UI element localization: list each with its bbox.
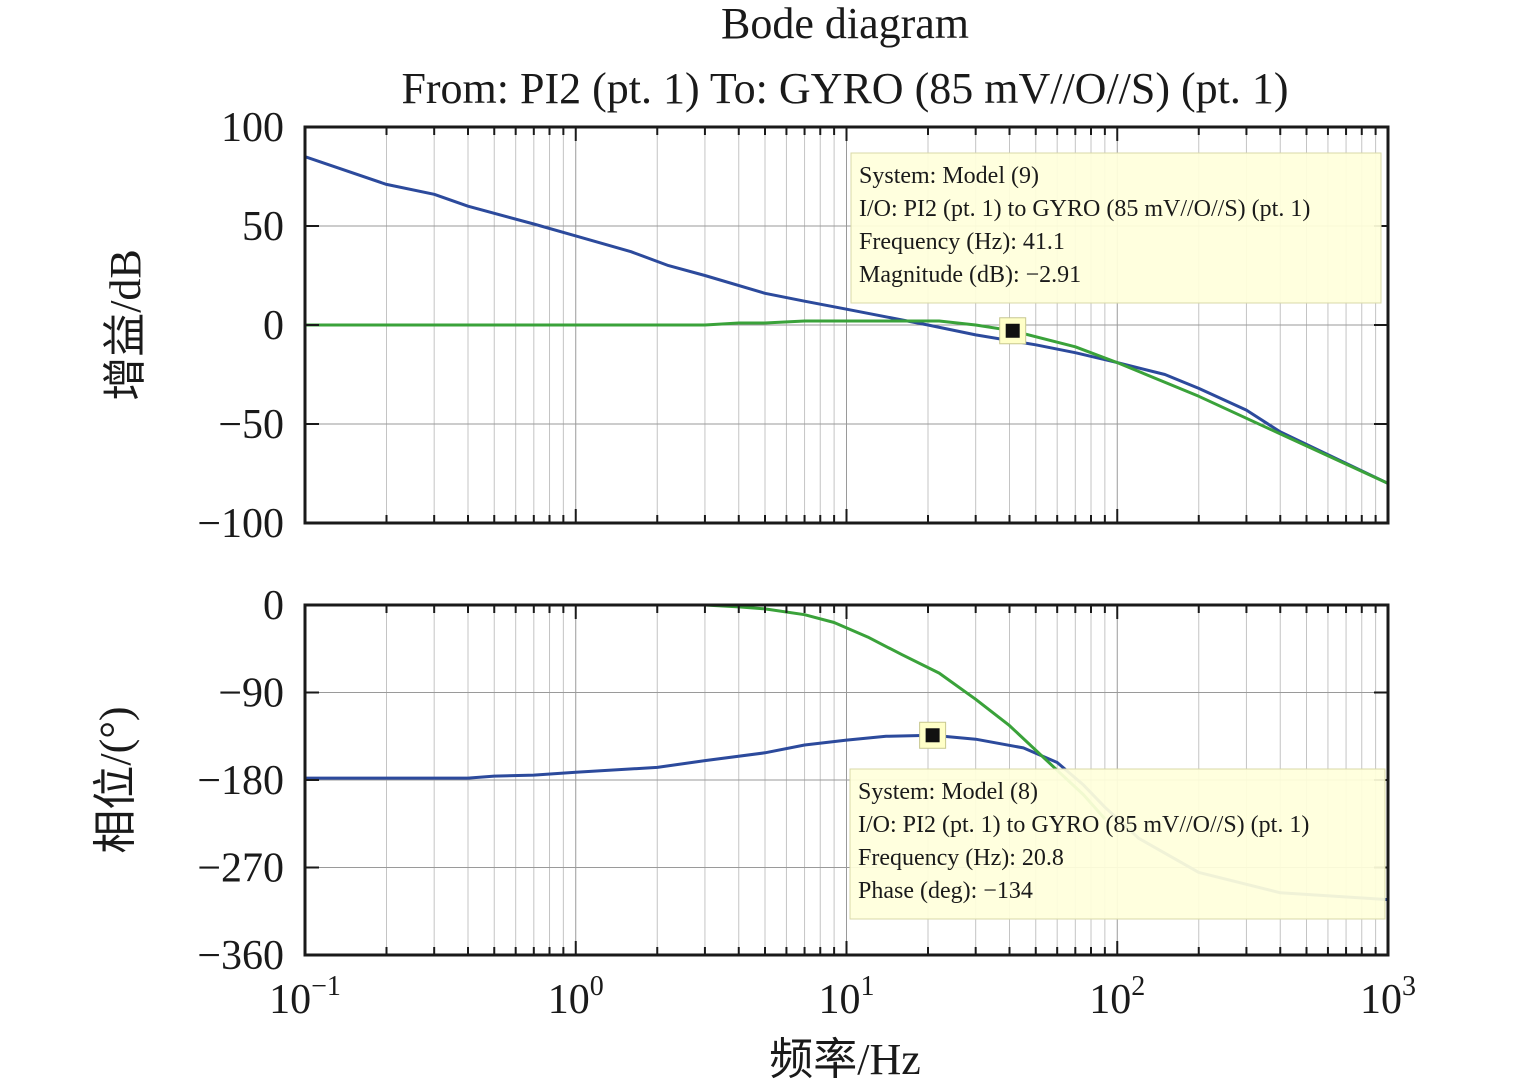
- datatip-box: [850, 152, 1382, 304]
- y-tick-label: −100: [197, 501, 284, 547]
- y-tick-label: −90: [218, 671, 284, 717]
- phase-panel: 0 −90 −180 −270 −360 相位/(°) System: Model (8) I…: [91, 583, 1390, 979]
- y-tick-label: −360: [197, 933, 284, 979]
- y-tick-label: 0: [263, 583, 284, 629]
- magnitude-line-blue: [305, 155, 1388, 485]
- datatip-line: Magnitude (dB): −2.91: [859, 262, 1081, 288]
- chart-title: Bode diagram: [721, 0, 969, 48]
- datatip-box: [849, 768, 1386, 920]
- x-tick-label: 100: [548, 971, 604, 1023]
- y-tick-label: 100: [221, 105, 284, 151]
- datatip-line: Phase (deg): −134: [858, 878, 1033, 904]
- y-axis-label: 相位/(°): [91, 706, 140, 853]
- datatip-marker: [925, 728, 940, 743]
- x-tick-label: 102: [1089, 971, 1145, 1023]
- y-axis-label: 增益/dB: [101, 249, 150, 401]
- y-tick-label: 0: [263, 303, 284, 349]
- chart-subtitle: From: PI2 (pt. 1) To: GYRO (85 mV//O//S)…: [401, 64, 1288, 113]
- x-tick-label: 101: [819, 971, 875, 1023]
- y-tick-label: −270: [197, 846, 284, 892]
- x-axis-label: 频率/Hz: [769, 1035, 921, 1084]
- datatip-line: System: Model (9): [859, 163, 1039, 189]
- magnitude-line-green: [305, 319, 1388, 485]
- datatip-line: System: Model (8): [858, 779, 1038, 805]
- datatip-line: I/O: PI2 (pt. 1) to GYRO (85 mV//O//S) (…: [858, 812, 1309, 838]
- datatip-marker: [1005, 323, 1020, 338]
- y-tick-label: −180: [197, 758, 284, 804]
- datatip-line: Frequency (Hz): 41.1: [859, 229, 1065, 255]
- datatip-line: I/O: PI2 (pt. 1) to GYRO (85 mV//O//S) (…: [859, 196, 1310, 222]
- magnitude-panel: 100 50 0 −50 −100 增益/dB System: Model (9) I/O: …: [101, 105, 1390, 547]
- y-tick-label: −50: [218, 402, 284, 448]
- x-tick-label: 103: [1360, 971, 1416, 1023]
- x-tick-label: 10−1: [269, 971, 341, 1023]
- y-tick-label: 50: [242, 204, 284, 250]
- datatip-line: Frequency (Hz): 20.8: [858, 845, 1064, 871]
